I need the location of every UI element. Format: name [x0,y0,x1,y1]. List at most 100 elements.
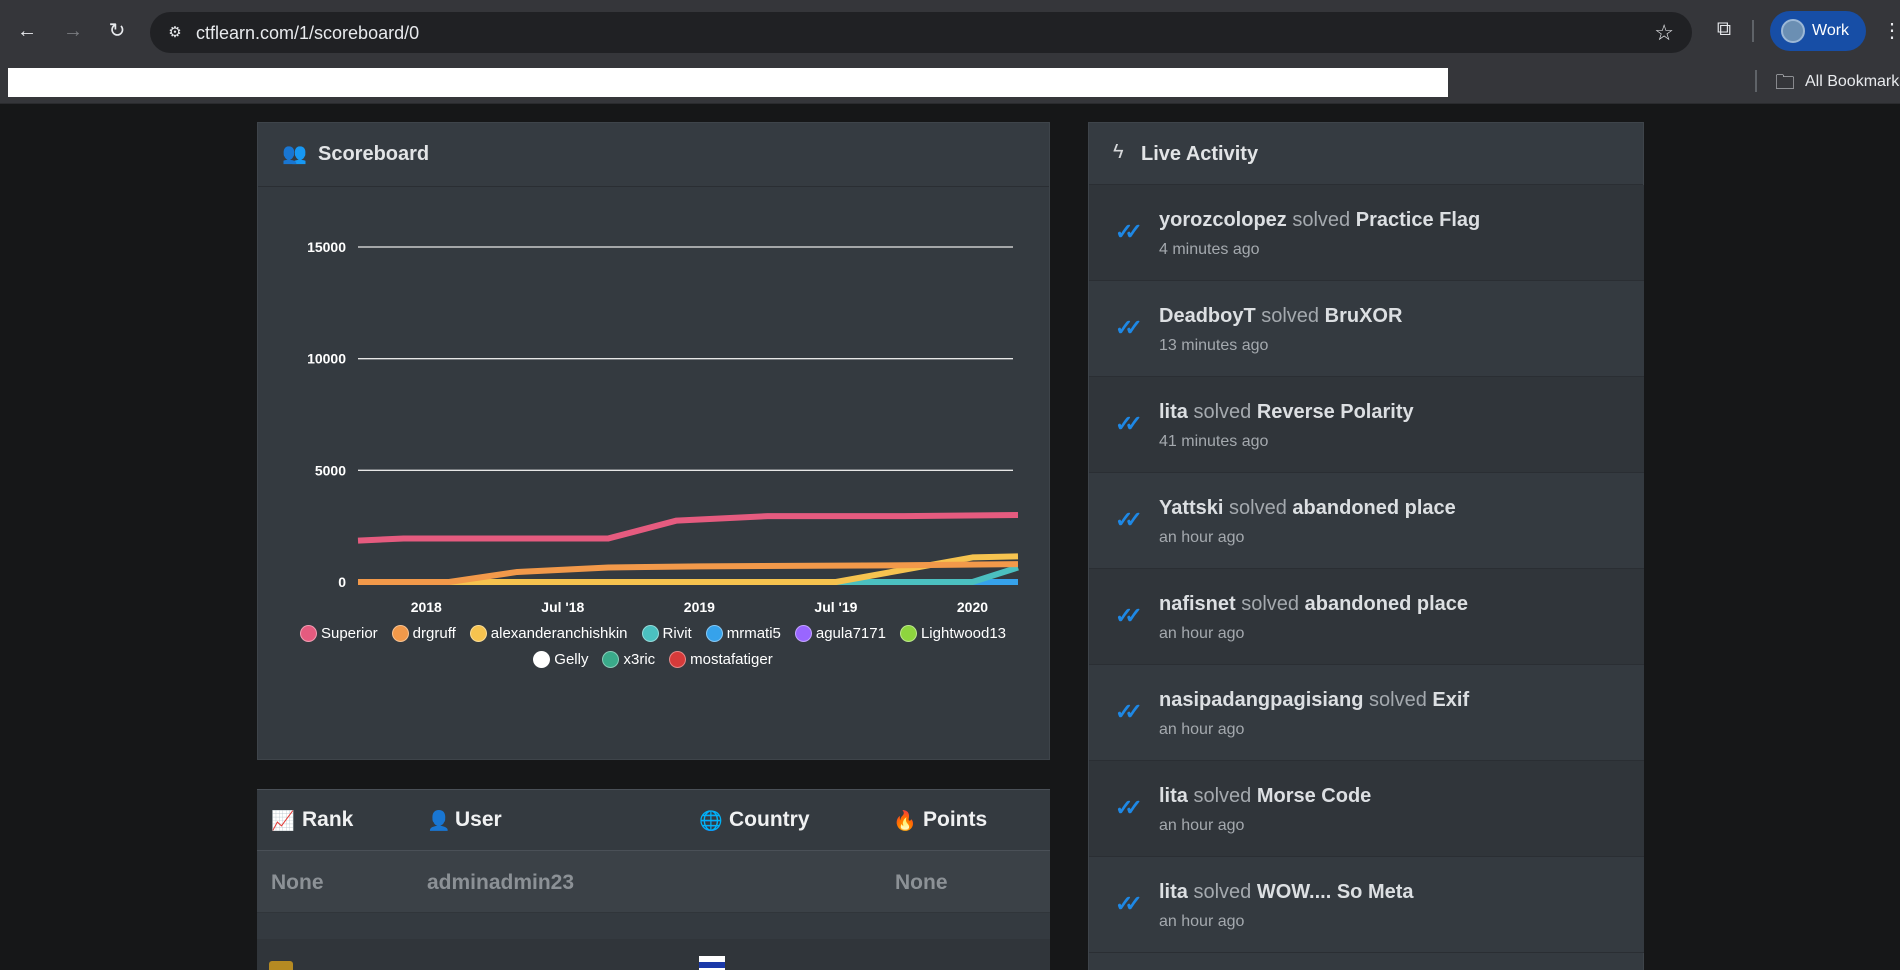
all-bookmarks-link[interactable]: All Bookmarks [1805,73,1900,90]
bookmark-star-icon[interactable]: ☆ [1654,20,1674,45]
scoreboard-chart: 0 5000 10000 15000 2018 Jul '18 2019 Jul '19 202… [307,239,1019,615]
legend-swatch [533,651,551,668]
legend-swatch [899,625,917,642]
activity-challenge[interactable]: WOW.... So Meta [1256,881,1414,903]
table-row[interactable] [257,939,1050,970]
scoreboard-title: Scoreboard [318,143,430,165]
y-tick-label: 15000 [307,239,346,255]
double-check-icon: ✓✓ [1115,795,1143,820]
legend-item[interactable]: mrmati5 [705,625,781,642]
activity-challenge[interactable]: Practice Flag [1355,209,1481,231]
points-cell: None [895,871,948,894]
live-activity-title: Live Activity [1141,143,1259,165]
legend-item[interactable]: Rivit [641,625,692,642]
activity-verb: solved [1235,593,1305,615]
activity-text: yorozcolopez solved Practice Flag [1159,209,1480,232]
rank-cell: None [271,871,324,894]
activity-user[interactable]: lita [1159,401,1188,423]
legend-row: Gelly x3ric mostafatiger [258,651,1048,668]
folder-icon: 🗀 [1775,72,1795,94]
activity-text: lita solved WOW.... So Meta [1159,881,1414,904]
activity-user[interactable]: lita [1159,881,1188,903]
legend-item[interactable]: Superior [299,625,378,642]
address-bar[interactable]: ⚙ ctflearn.com/1/scoreboard/0 ☆ [150,12,1692,53]
activity-challenge[interactable]: abandoned place [1292,497,1456,519]
legend-label: Lightwood13 [920,625,1007,642]
activity-challenge[interactable]: Reverse Polarity [1256,401,1414,423]
chart-legend: Superior drgruff alexanderanchishkin Rivit m… [258,625,1048,677]
browser-toolbar: ← → ↻ ⚙ ctflearn.com/1/scoreboard/0 ☆ ⧉ … [0,0,1900,64]
x-tick-label: 2018 [411,599,442,615]
y-tick-label: 10000 [307,351,346,367]
activity-challenge[interactable]: Morse Code [1256,785,1372,807]
legend-item[interactable]: alexanderanchishkin [469,625,628,642]
activity-challenge[interactable]: abandoned place [1304,593,1468,615]
legend-swatch [391,625,409,642]
activity-time: 41 minutes ago [1159,433,1269,450]
activity-verb: solved [1363,689,1433,711]
legend-item[interactable]: Gelly [533,651,588,668]
header-country[interactable]: Country [729,808,810,831]
activity-text: lita solved Morse Code [1159,785,1371,808]
double-check-icon: ✓✓ [1115,603,1143,628]
activity-item: ✓✓ DeadboyT solved BruXOR 13 minutes ago [1089,281,1644,377]
activity-time: an hour ago [1159,817,1245,834]
activity-user[interactable]: Yattski [1159,497,1224,519]
legend-item[interactable]: x3ric [602,651,655,668]
toolbar-divider [1752,20,1754,42]
double-check-icon: ✓✓ [1115,411,1143,436]
extensions-icon[interactable]: ⧉ [1716,18,1732,40]
legend-label: Gelly [554,651,589,668]
x-tick-label: 2019 [684,599,715,615]
legend-item[interactable]: Lightwood13 [899,625,1007,642]
activity-user[interactable]: nasipadangpagisiang [1159,689,1364,711]
bookmarks-bar: 🗀 All Bookmarks [0,64,1900,104]
legend-row: Superior drgruff alexanderanchishkin Rivit m… [258,625,1048,642]
legend-swatch [669,651,687,668]
activity-challenge[interactable]: BruXOR [1324,305,1403,327]
profile-button[interactable]: Work [1770,11,1866,51]
activity-user[interactable]: DeadboyT [1159,305,1256,327]
series-line-drgruff[interactable] [358,561,1019,585]
double-check-icon: ✓✓ [1115,891,1143,916]
users-icon: 👥 [282,143,307,165]
activity-item: ✓✓ nafisnet solved abandoned place an hour… [1089,569,1644,665]
activity-time: an hour ago [1159,529,1245,546]
profile-label: Work [1812,22,1850,39]
legend-swatch [641,625,659,642]
fire-icon: 🔥 [893,811,917,832]
header-rank[interactable]: Rank [302,808,354,831]
activity-user[interactable]: yorozcolopez [1159,209,1287,231]
activity-item: ✓✓ lita solved Morse Code an hour ago [1089,761,1644,857]
activity-text: Yattski solved abandoned place [1159,497,1456,520]
activity-text: nasipadangpagisiang solved Exif [1159,689,1469,712]
legend-swatch [705,625,723,642]
series-line-alexanderanchishkin[interactable] [358,553,1019,585]
header-points[interactable]: Points [923,808,988,831]
activity-time: an hour ago [1159,913,1245,930]
reload-button[interactable]: ↻ [108,20,126,42]
header-user[interactable]: User [455,808,502,831]
user-cell[interactable]: adminadmin23 [427,871,575,894]
legend-label: Superior [320,625,378,642]
site-info-icon[interactable]: ⚙ [168,24,182,41]
activity-challenge[interactable]: Exif [1432,689,1470,711]
activity-item: ✓✓ lita solved Reverse Polarity 41 minutes… [1089,377,1644,473]
table-header-row: 📈 Rank 👤 User 🌐 Country 🔥 Points [257,789,1050,851]
back-button[interactable]: ← [17,20,37,42]
legend-label: Rivit [662,625,692,642]
series-line-superior[interactable] [357,512,1019,544]
forward-button[interactable]: → [63,20,83,42]
legend-item[interactable]: agula7171 [794,625,886,642]
legend-label: drgruff [412,625,456,642]
bookmarks-divider [1755,70,1757,92]
activity-user[interactable]: nafisnet [1159,593,1236,615]
activity-user[interactable]: lita [1159,785,1188,807]
legend-item[interactable]: mostafatiger [669,651,773,668]
menu-icon[interactable]: ⋮ [1882,20,1900,42]
chart-line-icon: 📈 [271,811,295,832]
activity-text: nafisnet solved abandoned place [1159,593,1468,616]
table-row[interactable]: None adminadmin23 None [257,851,1050,913]
double-check-icon: ✓✓ [1115,699,1143,724]
legend-item[interactable]: drgruff [391,625,456,642]
